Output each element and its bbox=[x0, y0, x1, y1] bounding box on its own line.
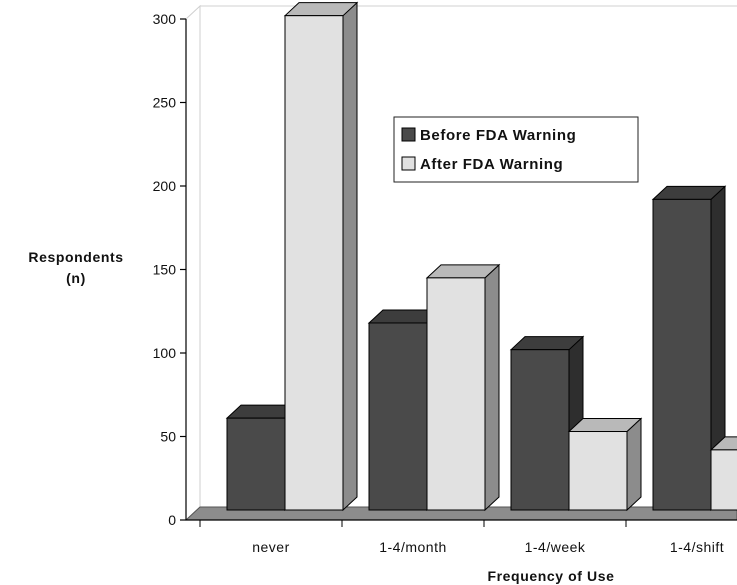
y-axis: 0 50 100 150 200 250 300 bbox=[153, 11, 187, 528]
x-axis: never 1-4/month 1-4/week 1-4/shift bbox=[186, 519, 737, 555]
y-tick-label-300: 300 bbox=[153, 11, 177, 27]
bar-1-4/month-after bbox=[425, 263, 501, 512]
x-axis-title: Frequency of Use bbox=[487, 568, 614, 584]
bar-1-4/week-after bbox=[567, 417, 643, 512]
bar-front-face bbox=[368, 322, 428, 511]
bar-front-face bbox=[510, 349, 570, 511]
x-tick-label-1-4/month: 1-4/month bbox=[379, 539, 447, 555]
bar-front-face bbox=[652, 198, 712, 511]
legend-label-before: Before FDA Warning bbox=[420, 127, 576, 144]
y-tick-label-150: 150 bbox=[153, 262, 177, 278]
legend-swatch-after bbox=[401, 156, 416, 171]
side-wall bbox=[185, 4, 201, 522]
bar-side-face bbox=[342, 1, 358, 512]
bar-side-face bbox=[626, 417, 642, 512]
bar-series-group bbox=[225, 1, 737, 512]
bar-front-face bbox=[568, 431, 628, 511]
legend-box bbox=[393, 116, 639, 183]
y-axis-title-line2: (n) bbox=[66, 270, 86, 286]
y-tick-label-100: 100 bbox=[153, 345, 177, 361]
bar-front-face bbox=[284, 15, 344, 511]
y-tick-label-50: 50 bbox=[160, 429, 176, 445]
bar-never-after bbox=[283, 1, 359, 512]
x-tick-label-1-4/shift: 1-4/shift bbox=[670, 539, 724, 555]
legend-label-after: After FDA Warning bbox=[420, 156, 563, 173]
x-tick-label-never: never bbox=[252, 539, 290, 555]
bar-1-4/shift-after bbox=[709, 436, 737, 511]
bar-side-face bbox=[484, 263, 500, 512]
y-tick-label-200: 200 bbox=[153, 178, 177, 194]
bar-front-face bbox=[710, 449, 737, 511]
bar-front-face bbox=[226, 417, 286, 511]
legend: Before FDA Warning After FDA Warning bbox=[393, 116, 639, 183]
y-tick-label-250: 250 bbox=[153, 95, 177, 111]
bar-front-face bbox=[426, 277, 486, 511]
bar-top-face bbox=[709, 436, 737, 451]
bar-1-4/shift-before bbox=[651, 185, 727, 512]
y-tick-label-0: 0 bbox=[168, 512, 176, 528]
x-tick-label-1-4/week: 1-4/week bbox=[525, 539, 586, 555]
legend-swatch-before bbox=[401, 127, 416, 142]
y-axis-title-line1: Respondents bbox=[28, 249, 123, 265]
